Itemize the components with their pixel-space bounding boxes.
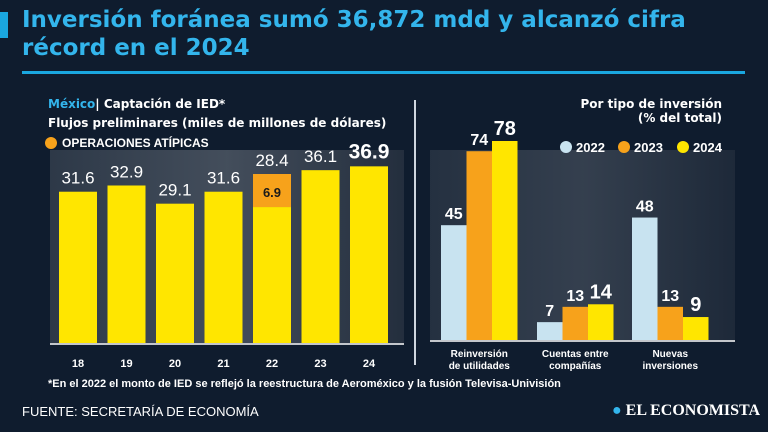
left-chart-title: México| Captación de IED* xyxy=(48,97,225,111)
bar-2023 xyxy=(562,306,588,340)
category-label: Nuevas xyxy=(652,349,688,360)
right-title-line1: Por tipo de inversión xyxy=(580,97,722,111)
category-label: inversiones xyxy=(642,361,698,372)
bar xyxy=(107,185,146,343)
bar-2023 xyxy=(466,151,492,340)
value-label: 29.1 xyxy=(158,181,191,200)
x-tick-label: 23 xyxy=(314,358,326,370)
legend-icon-2022 xyxy=(560,141,572,153)
logo-globe-icon: ● xyxy=(612,402,622,419)
bar xyxy=(59,191,97,343)
title-rule xyxy=(22,71,745,74)
bar-2023 xyxy=(657,306,683,340)
country-label: México xyxy=(48,97,96,111)
x-tick-label: 19 xyxy=(120,358,132,370)
value-label: 9 xyxy=(690,294,701,316)
value-label: 45 xyxy=(445,206,463,223)
value-label: 48 xyxy=(636,199,654,216)
divider xyxy=(414,100,416,365)
right-title-line2: (% del total) xyxy=(637,111,722,125)
stack-label: 6.9 xyxy=(263,185,281,200)
atypical-bar xyxy=(253,174,291,208)
x-tick-label: 24 xyxy=(363,358,376,370)
x-tick-label: 20 xyxy=(169,358,181,370)
legend-icon-2024 xyxy=(677,141,689,153)
value-label: 78 xyxy=(494,118,516,140)
value-label: 7 xyxy=(545,303,554,320)
legend-label: 2023 xyxy=(634,140,663,155)
title-accent xyxy=(0,12,8,38)
bar xyxy=(156,203,194,343)
bar xyxy=(253,207,291,343)
legend-label: 2022 xyxy=(576,140,605,155)
bar-2024 xyxy=(492,141,518,340)
value-label: 31.6 xyxy=(61,169,94,188)
x-tick-label: 18 xyxy=(72,358,84,370)
value-label: 36.1 xyxy=(304,147,337,166)
value-label: 36.9 xyxy=(349,140,390,163)
footnote: *En el 2022 el monto de IED se reflejó l… xyxy=(48,378,561,390)
category-label: compañías xyxy=(549,361,602,372)
legend-icon-2023 xyxy=(618,141,630,153)
logo-text: EL ECONOMISTA xyxy=(625,402,761,419)
value-label: 13 xyxy=(661,288,679,305)
value-label: 32.9 xyxy=(110,162,143,181)
value-label: 13 xyxy=(566,288,584,305)
separator: | xyxy=(95,97,100,111)
legend-label: 2024 xyxy=(693,140,723,155)
value-label: 74 xyxy=(470,132,488,149)
bar-2022 xyxy=(537,322,563,340)
category-label: de utilidades xyxy=(449,361,511,372)
right-chart-title: Por tipo de inversión (% del total) xyxy=(581,97,722,125)
units-label: Flujos preliminares (miles de millones d… xyxy=(48,116,387,130)
bar-2022 xyxy=(632,217,658,340)
value-label: 14 xyxy=(590,281,613,303)
x-tick-label: 21 xyxy=(217,358,229,370)
category-label: Cuentas entre xyxy=(542,349,609,360)
bar-2022 xyxy=(441,225,467,340)
bar-2024 xyxy=(683,317,709,340)
logo: ● EL ECONOMISTA xyxy=(612,402,760,420)
source: FUENTE: SECRETARÍA DE ECONOMÍA xyxy=(22,404,259,419)
bar-2024 xyxy=(588,304,614,340)
bar xyxy=(204,191,243,343)
x-tick-label: 22 xyxy=(266,358,278,370)
value-label: 31.6 xyxy=(207,169,240,188)
category-label: Reinversión xyxy=(451,349,508,360)
bar xyxy=(301,170,340,343)
bar xyxy=(350,166,388,343)
atypical-legend-label: OPERACIONES ATÍPICAS xyxy=(62,136,209,150)
page-title: Inversión foránea sumó 36,872 mdd y alca… xyxy=(22,7,686,61)
atypical-legend-icon xyxy=(45,137,57,149)
subtitle: Captación de IED* xyxy=(103,97,226,111)
value-label: 28.4 xyxy=(255,151,288,170)
